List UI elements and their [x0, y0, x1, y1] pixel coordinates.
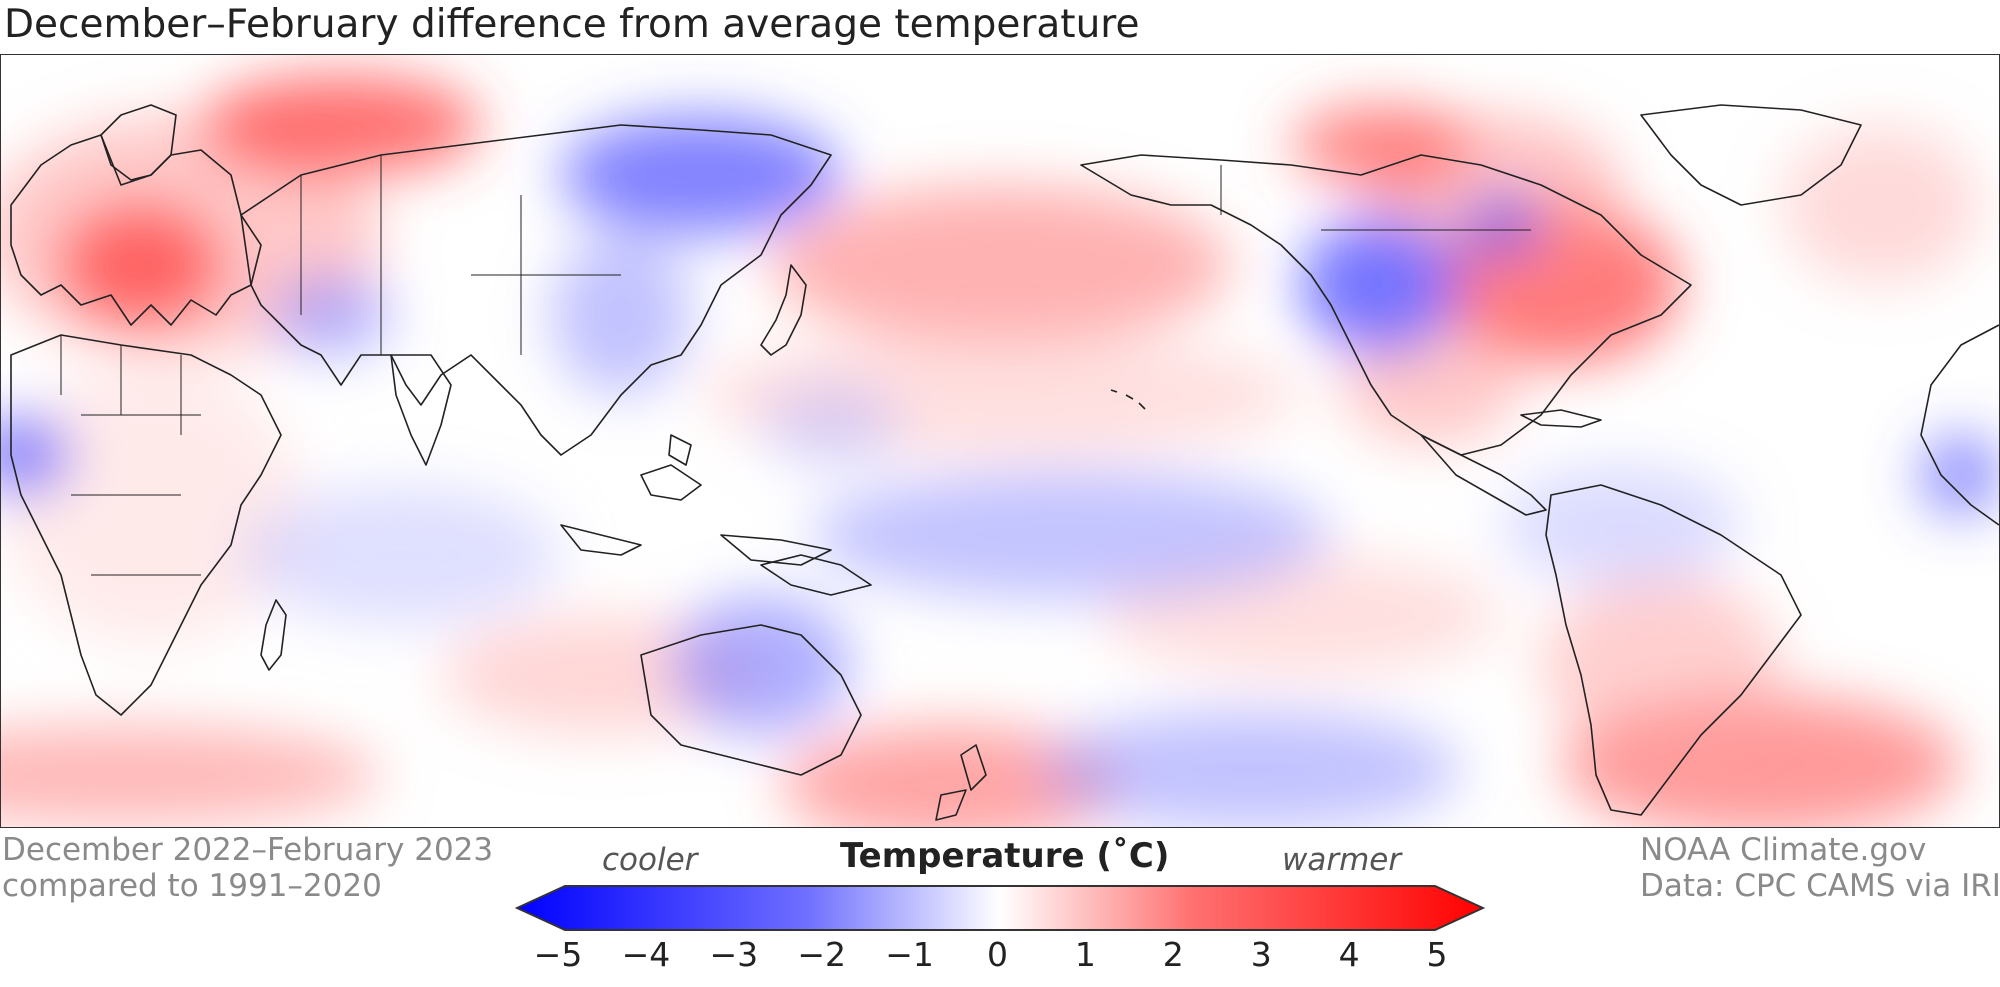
africa-east-edge-outline — [1920, 324, 1999, 526]
scandinavia-outline — [100, 104, 177, 181]
caribbean-outline — [1520, 409, 1602, 428]
cooler-label: cooler — [602, 842, 698, 878]
anomaly-map — [1, 55, 1999, 827]
central-america-outline — [1420, 434, 1547, 516]
colorbar-tick-label: 2 — [1162, 935, 1184, 974]
south-america-outline — [1545, 484, 1802, 816]
legend-title: Temperature (˚C) — [840, 836, 1170, 876]
colorbar-tick-label: −4 — [621, 935, 671, 974]
warmer-label: warmer — [1282, 842, 1402, 878]
north-america-outline — [1080, 154, 1692, 456]
colorbar-ticks: −5 −4 −3 −2 −1 0 1 2 3 4 5 — [0, 935, 2000, 979]
colorbar-tick-label: −2 — [797, 935, 847, 974]
colorbar — [515, 885, 1485, 931]
india-outline — [390, 354, 452, 466]
figure-title: December–February difference from averag… — [4, 2, 1140, 47]
colorbar-tick-label: 0 — [987, 935, 1008, 974]
country-borders — [60, 155, 1531, 576]
europe-outline — [10, 134, 262, 326]
credit-line-1: NOAA Climate.gov — [1640, 832, 1927, 868]
colorbar-tick-label: 1 — [1074, 935, 1096, 974]
anomaly-field — [1, 75, 1999, 827]
japan-outline — [760, 264, 807, 356]
credit-line-2: Data: CPC CAMS via IRI — [1640, 868, 2000, 904]
new-zealand-outline — [935, 744, 987, 821]
colorbar-tick-label: −5 — [533, 935, 583, 974]
madagascar-outline — [260, 599, 287, 671]
coastlines — [10, 104, 1999, 821]
new-guinea-outline — [760, 554, 872, 596]
hawaii-outline — [1110, 389, 1146, 410]
greenland-outline — [1640, 104, 1862, 206]
credit-caption: NOAA Climate.gov Data: CPC CAMS via IRI — [1640, 832, 2000, 904]
colorbar-tick-label: 4 — [1338, 935, 1360, 974]
colorbar-tick-label: 5 — [1426, 935, 1448, 974]
africa-outline — [10, 334, 282, 716]
australia-outline — [640, 624, 862, 776]
period-line-2: compared to 1991–2020 — [2, 868, 382, 904]
period-line-1: December 2022–February 2023 — [2, 832, 494, 868]
maritime-se-asia-outline — [560, 434, 832, 566]
colorbar-gradient — [515, 885, 1485, 931]
map-frame — [0, 54, 2000, 828]
asia-outline — [240, 124, 832, 456]
colorbar-tick-label: 3 — [1250, 935, 1272, 974]
colorbar-tick-label: −3 — [709, 935, 759, 974]
period-caption: December 2022–February 2023 compared to … — [2, 832, 493, 904]
colorbar-tick-label: −1 — [885, 935, 934, 974]
